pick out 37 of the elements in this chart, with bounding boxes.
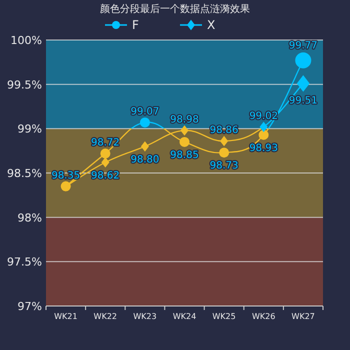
y-tick-label: 100% [10,34,42,47]
y-tick-label: 97% [18,300,42,313]
data-label: 99.51 [288,95,318,106]
point [180,136,190,147]
data-label: 99.07 [130,106,160,118]
data-label: 98.85 [170,150,199,161]
point [260,122,268,132]
y-tick-label: 98% [18,211,42,224]
chart-title: 颜色分段最后一个数据点涟漪效果 [100,3,250,15]
point [140,141,149,152]
data-label: 98.93 [249,142,278,154]
x-tick-label: WK26 [252,312,276,321]
point [258,130,269,140]
x-tick-label: WK25 [212,312,236,321]
x-tick-label: WK23 [133,312,157,321]
point [220,136,228,146]
y-tick-label: 98.5% [7,167,42,180]
x-tick-label: WK21 [54,312,78,321]
point [219,148,230,158]
data-label: 98.80 [130,154,160,166]
point [101,157,110,168]
point [100,148,110,158]
point [180,125,188,136]
y-tick-label: 99.5% [7,78,42,92]
legend-label: F [132,18,139,32]
x-tick-label: WK22 [94,312,118,321]
data-label: 98.73 [210,160,238,172]
x-tick-label: WK27 [292,312,315,321]
data-label: 98.98 [170,114,199,126]
y-tick-label: 99% [18,122,42,136]
data-label: 98.62 [91,170,120,182]
y-tick-label: 97.5% [7,256,42,269]
legend-label: X [207,18,216,32]
data-label: 99.77 [288,40,318,52]
point [140,117,150,128]
data-label: 98.35 [51,170,80,182]
x-tick-label: WK24 [172,312,196,321]
